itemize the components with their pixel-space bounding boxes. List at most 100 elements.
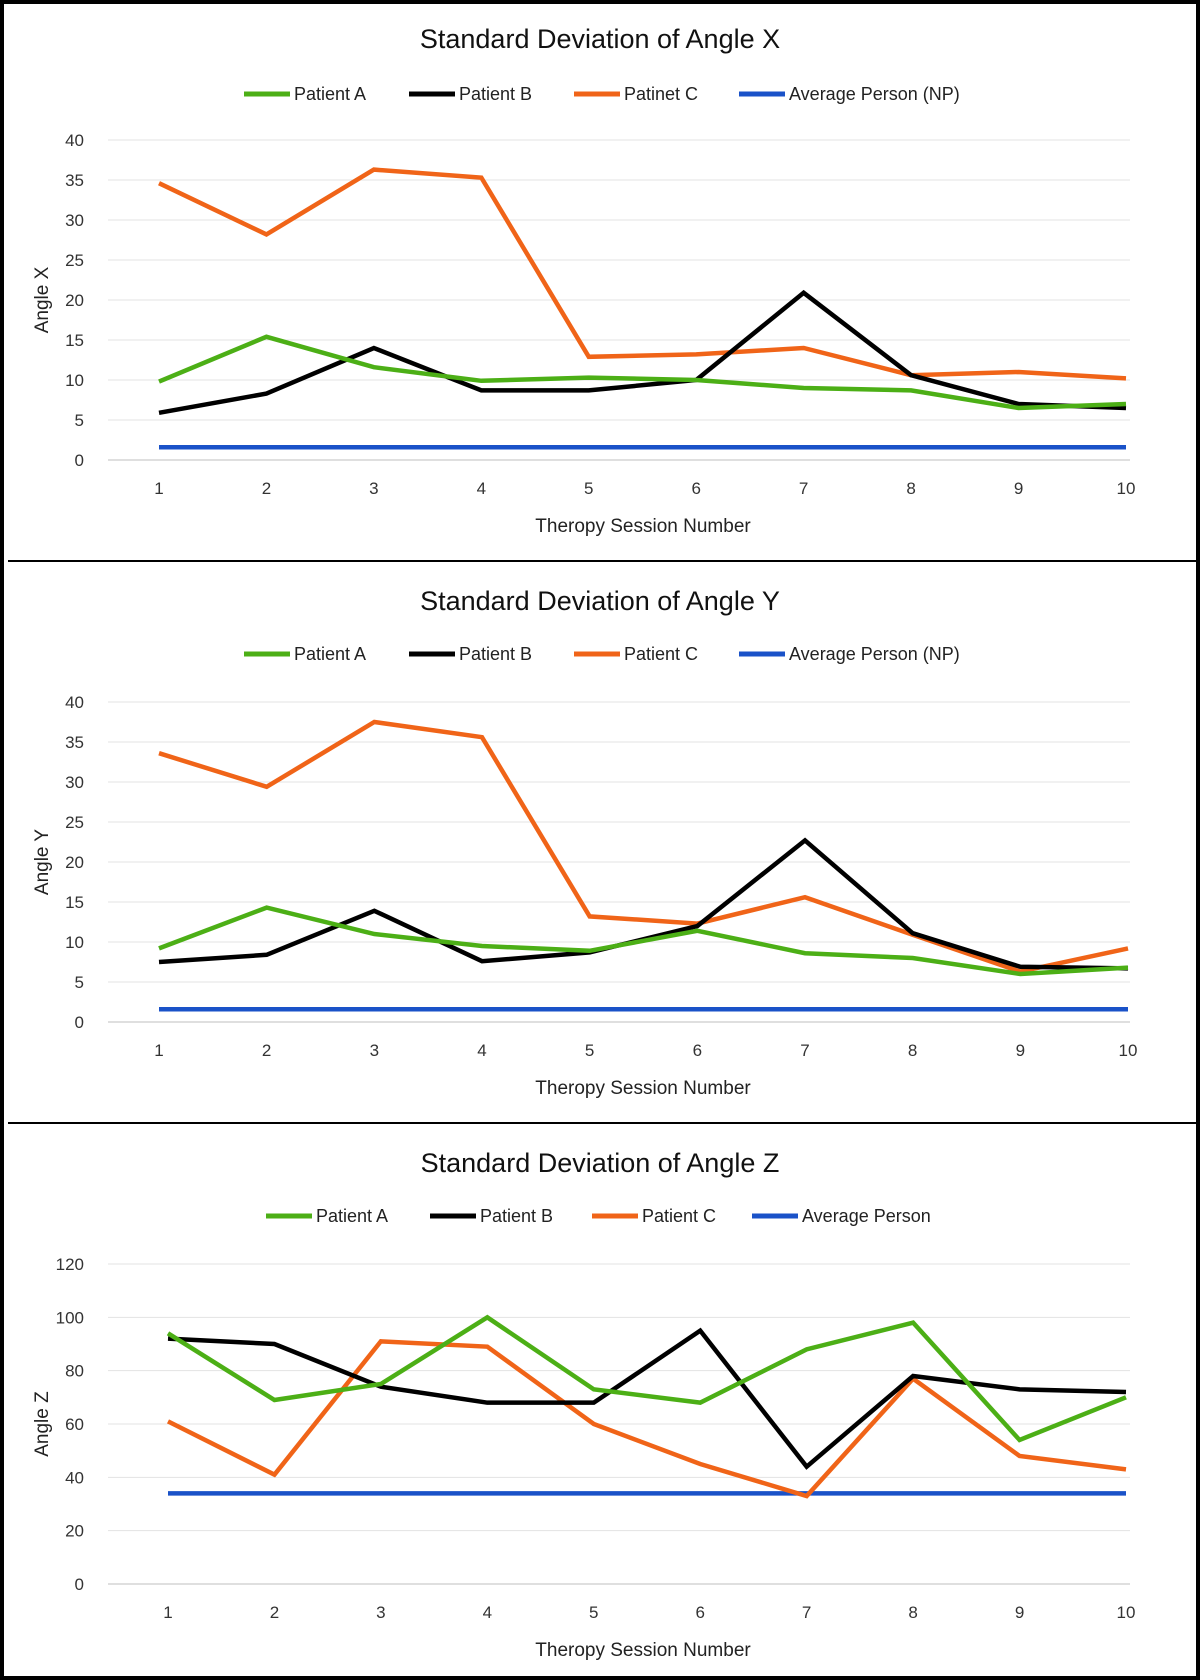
y-tick-label: 35 [65,171,84,190]
series-line [158,334,1127,411]
legend-item-average-person-np: Average Person (NP) [739,644,960,664]
legend-item-patient-b: Patient B [409,644,532,664]
x-tick-label: 7 [802,1603,811,1622]
legend-label: Patient C [624,644,698,664]
y-tick-label: 20 [65,853,84,872]
legend-label: Patient A [294,84,366,104]
legend-item-patient-b: Patient B [409,84,532,104]
legend-label: Average Person (NP) [789,84,960,104]
series-patient-b [158,289,1127,416]
y-tick-label: 15 [65,331,84,350]
x-tick-label: 9 [1016,1041,1025,1060]
series-patient-a [158,905,1129,977]
legend-label: Patient B [459,84,532,104]
x-tick-label: 8 [906,479,915,498]
series-line [158,837,1129,971]
y-tick-label: 100 [56,1308,84,1327]
y-tick-label: 0 [75,1013,84,1032]
legend: Patient A Patient B Patient C Average Perso… [244,644,960,664]
chart-panel-angle-z: Standard Deviation of Angle Z Patient A Pa… [4,1124,1196,1680]
y-tick-label: 60 [65,1415,84,1434]
x-tick-label: 3 [369,479,378,498]
series-patient-a [158,334,1127,411]
series-line [158,905,1129,977]
x-tick-label: 7 [799,479,808,498]
x-axis-title: Theropy Session Number [535,1078,751,1099]
legend-item-patient-a: Patient A [244,84,366,104]
series-line [166,1339,1127,1499]
x-tick-label: 9 [1014,479,1023,498]
y-tick-label: 35 [65,733,84,752]
chart-title: Standard Deviation of Angle Z [421,1148,780,1178]
y-tick-label: 10 [65,371,84,390]
x-tick-label: 6 [695,1603,704,1622]
y-tick-label: 40 [65,131,84,150]
x-tick-label: 6 [691,479,700,498]
x-tick-label: 1 [154,479,163,498]
y-tick-label: 20 [65,291,84,310]
x-tick-label: 2 [270,1603,279,1622]
y-tick-label: 15 [65,893,84,912]
panel-divider [8,560,1200,562]
panel-divider [8,1122,1200,1124]
x-tick-label: 10 [1117,479,1136,498]
y-tick-label: 20 [65,1522,84,1541]
legend: Patient A Patient B Patinet C Average Perso… [244,84,960,104]
legend-label: Average Person (NP) [789,644,960,664]
y-tick-label: 30 [65,773,84,792]
legend-item-patient-a: Patient A [244,644,366,664]
x-tick-label: 2 [262,1041,271,1060]
x-tick-label: 1 [163,1603,172,1622]
y-tick-label: 0 [75,1575,84,1594]
legend-item-average-person-np: Average Person (NP) [739,84,960,104]
y-tick-label: 10 [65,933,84,952]
legend-label: Patinet C [624,84,698,104]
legend-item-average-person: Average Person [752,1206,931,1226]
legend-item-patient-a: Patient A [266,1206,388,1226]
series-patinet-c [158,167,1127,381]
y-tick-label: 0 [75,451,84,470]
legend-label: Patient A [294,644,366,664]
y-axis-title: Angle Y [32,829,53,896]
y-axis-title: Angle Z [32,1391,53,1457]
series-patient-b [158,837,1129,971]
legend-item-patient-b: Patient B [430,1206,553,1226]
chart-panel-angle-x: Standard Deviation of Angle X Patient A Pa… [4,4,1196,560]
y-tick-label: 30 [65,211,84,230]
legend-label: Patient B [459,644,532,664]
series-line [158,167,1127,381]
series-patient-c [166,1339,1127,1499]
y-tick-label: 25 [65,813,84,832]
y-tick-label: 5 [75,973,84,992]
x-tick-label: 10 [1119,1041,1138,1060]
legend: Patient A Patient B Patient C Average Perso… [266,1206,931,1226]
legend-item-patient-c: Patient C [574,644,698,664]
legend-item-patinet-c: Patinet C [574,84,698,104]
y-axis-title: Angle X [32,266,53,333]
series-patient-a [166,1314,1127,1443]
x-axis-title: Theropy Session Number [535,1640,751,1661]
series-line [166,1314,1127,1443]
x-tick-label: 1 [154,1041,163,1060]
y-tick-label: 120 [56,1255,84,1274]
x-tick-label: 5 [584,479,593,498]
chart-panel-angle-y: Standard Deviation of Angle Y Patient A Pa… [4,562,1196,1122]
x-tick-label: 10 [1117,1603,1136,1622]
x-tick-label: 3 [370,1041,379,1060]
legend-label: Patient A [316,1206,388,1226]
x-tick-label: 9 [1015,1603,1024,1622]
x-tick-label: 8 [908,1603,917,1622]
series-line [158,289,1127,416]
x-tick-label: 3 [376,1603,385,1622]
legend-item-patient-c: Patient C [592,1206,716,1226]
y-tick-label: 80 [65,1362,84,1381]
x-tick-label: 4 [477,1041,486,1060]
chart-title: Standard Deviation of Angle Y [420,586,780,616]
y-tick-label: 25 [65,251,84,270]
x-tick-label: 4 [477,479,486,498]
x-tick-label: 4 [483,1603,492,1622]
